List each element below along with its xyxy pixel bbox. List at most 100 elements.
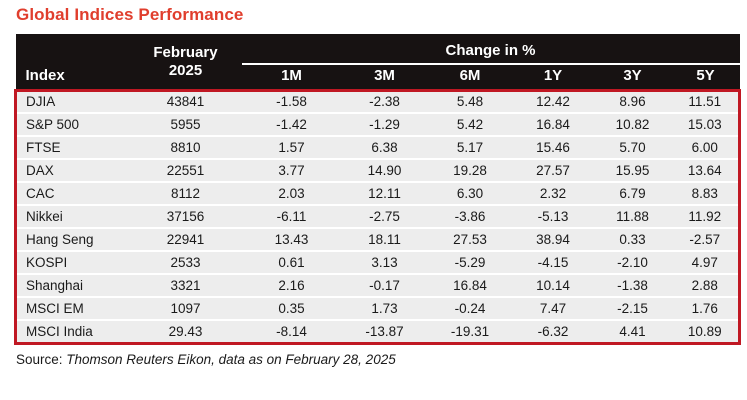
change-6m-cell: -3.86	[427, 204, 513, 228]
table-row: KOSPI 2533 0.61 3.13 -5.29 -4.15 -2.10 4…	[15, 250, 740, 274]
column-header-1m: 1M	[241, 64, 342, 90]
index-name-cell: MSCI EM	[15, 296, 130, 320]
february-value-cell: 8112	[129, 181, 242, 205]
change-3m-cell: -1.29	[341, 112, 428, 136]
change-6m-cell: -5.29	[427, 250, 513, 274]
change-1y-cell: 2.32	[512, 181, 594, 205]
table-row: MSCI EM 1097 0.35 1.73 -0.24 7.47 -2.15 …	[15, 296, 740, 320]
change-3y-cell: -1.38	[593, 273, 672, 297]
change-1m-cell: -6.11	[241, 204, 342, 228]
change-3m-cell: 14.90	[341, 158, 428, 182]
column-header-3m: 3M	[341, 64, 428, 90]
table-header: Index February 2025 Change in % 1M 3M 6M…	[15, 34, 740, 90]
page-title: Global Indices Performance	[16, 5, 244, 24]
index-name-cell: MSCI India	[15, 319, 130, 343]
change-1y-cell: 16.84	[512, 112, 594, 136]
index-name-cell: DAX	[15, 158, 130, 182]
change-1m-cell: -1.42	[241, 112, 342, 136]
column-header-index: Index	[15, 34, 130, 90]
change-5y-cell: 4.97	[671, 250, 740, 274]
february-value-cell: 43841	[129, 90, 242, 113]
index-name-cell: Shanghai	[15, 273, 130, 297]
february-value-cell: 29.43	[129, 319, 242, 343]
change-5y-cell: 11.51	[671, 90, 740, 113]
change-1m-cell: 0.35	[241, 296, 342, 320]
change-3y-cell: 15.95	[593, 158, 672, 182]
february-value-cell: 8810	[129, 135, 242, 159]
header-row-group: Index February 2025 Change in %	[15, 34, 740, 90]
change-3y-cell: 8.96	[593, 90, 672, 113]
source-label: Source:	[16, 351, 67, 367]
index-name-cell: KOSPI	[15, 250, 130, 274]
change-3m-cell: 18.11	[341, 227, 428, 251]
change-6m-cell: 16.84	[427, 273, 513, 297]
change-3y-cell: 0.33	[593, 227, 672, 251]
column-header-3y: 3Y	[593, 64, 672, 90]
change-3m-cell: -2.75	[341, 204, 428, 228]
change-3y-cell: 6.79	[593, 181, 672, 205]
change-1m-cell: 3.77	[241, 158, 342, 182]
change-3m-cell: 12.11	[341, 181, 428, 205]
change-1m-cell: 13.43	[241, 227, 342, 251]
change-5y-cell: 15.03	[671, 112, 740, 136]
index-name-cell: S&P 500	[15, 112, 130, 136]
change-6m-cell: 19.28	[427, 158, 513, 182]
change-6m-cell: 5.48	[427, 90, 513, 113]
february-value-cell: 3321	[129, 273, 242, 297]
change-6m-cell: 6.30	[427, 181, 513, 205]
source-text: Thomson Reuters Eikon, data as on Februa…	[66, 351, 396, 367]
table-row: CAC 8112 2.03 12.11 6.30 2.32 6.79 8.83	[15, 181, 740, 205]
change-1m-cell: 0.61	[241, 250, 342, 274]
change-1y-cell: 10.14	[512, 273, 594, 297]
change-3y-cell: 11.88	[593, 204, 672, 228]
change-5y-cell: 8.83	[671, 181, 740, 205]
change-3y-cell: 4.41	[593, 319, 672, 343]
change-3m-cell: -0.17	[341, 273, 428, 297]
change-3y-cell: -2.10	[593, 250, 672, 274]
table-row: Shanghai 3321 2.16 -0.17 16.84 10.14 -1.…	[15, 273, 740, 297]
change-6m-cell: -19.31	[427, 319, 513, 343]
table-row: Nikkei 37156 -6.11 -2.75 -3.86 -5.13 11.…	[15, 204, 740, 228]
change-1y-cell: 15.46	[512, 135, 594, 159]
table-row: DAX 22551 3.77 14.90 19.28 27.57 15.95 1…	[15, 158, 740, 182]
change-5y-cell: -2.57	[671, 227, 740, 251]
change-6m-cell: 5.17	[427, 135, 513, 159]
change-1y-cell: 7.47	[512, 296, 594, 320]
table-body: DJIA 43841 -1.58 -2.38 5.48 12.42 8.96 1…	[15, 90, 740, 343]
column-group-change: Change in %	[241, 34, 740, 65]
table-row: DJIA 43841 -1.58 -2.38 5.48 12.42 8.96 1…	[15, 90, 740, 113]
change-6m-cell: 27.53	[427, 227, 513, 251]
index-name-cell: Hang Seng	[15, 227, 130, 251]
report-page: Global Indices Performance Index Februar…	[0, 5, 747, 400]
change-5y-cell: 2.88	[671, 273, 740, 297]
index-name-cell: FTSE	[15, 135, 130, 159]
change-3m-cell: 1.73	[341, 296, 428, 320]
indices-table: Index February 2025 Change in % 1M 3M 6M…	[14, 34, 741, 345]
source-line: Source: Thomson Reuters Eikon, data as o…	[16, 352, 747, 367]
index-name-cell: CAC	[15, 181, 130, 205]
change-1m-cell: -1.58	[241, 90, 342, 113]
change-3m-cell: -2.38	[341, 90, 428, 113]
change-3m-cell: 6.38	[341, 135, 428, 159]
header-row-periods: 1M 3M 6M 1Y 3Y 5Y	[16, 64, 740, 90]
change-1m-cell: -8.14	[241, 319, 342, 343]
change-1y-cell: 38.94	[512, 227, 594, 251]
change-1y-cell: 12.42	[512, 90, 594, 113]
change-1y-cell: -5.13	[512, 204, 594, 228]
table-row: S&P 500 5955 -1.42 -1.29 5.42 16.84 10.8…	[15, 112, 740, 136]
table-row: MSCI India 29.43 -8.14 -13.87 -19.31 -6.…	[15, 319, 740, 343]
change-3y-cell: 10.82	[593, 112, 672, 136]
february-value-cell: 2533	[129, 250, 242, 274]
change-5y-cell: 10.89	[671, 319, 740, 343]
table-row: FTSE 8810 1.57 6.38 5.17 15.46 5.70 6.00	[15, 135, 740, 159]
february-value-cell: 22551	[129, 158, 242, 182]
change-5y-cell: 13.64	[671, 158, 740, 182]
change-3y-cell: 5.70	[593, 135, 672, 159]
change-1y-cell: -4.15	[512, 250, 594, 274]
column-header-5y: 5Y	[671, 64, 740, 90]
change-6m-cell: -0.24	[427, 296, 513, 320]
change-3m-cell: -13.87	[341, 319, 428, 343]
column-header-1y: 1Y	[512, 64, 594, 90]
column-header-period: February 2025	[129, 34, 242, 90]
change-3y-cell: -2.15	[593, 296, 672, 320]
